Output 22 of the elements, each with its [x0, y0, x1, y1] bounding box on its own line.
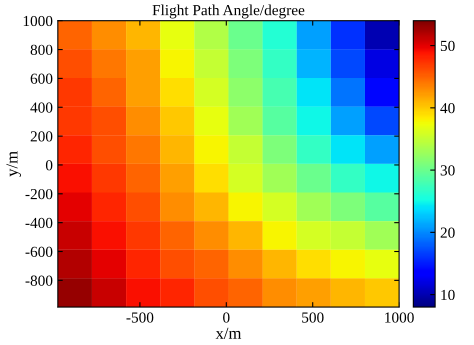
y-tick-label: 1000 — [24, 16, 52, 26]
color-bar-label: 10 — [441, 290, 455, 300]
y-tick-label: -200 — [26, 188, 52, 200]
y-axis-title: y/m — [6, 151, 22, 177]
x-tick-label: -500 — [126, 312, 154, 323]
y-tick-label: 400 — [30, 102, 52, 113]
color-bar-label: 50 — [440, 40, 455, 52]
x-tick-label: 0 — [223, 312, 230, 323]
y-tick-label: 0 — [46, 160, 52, 170]
y-tick-label: 800 — [30, 44, 52, 55]
color-bar-label: 30 — [440, 165, 455, 176]
x-tick-label: 500 — [302, 312, 324, 323]
y-tick-label: 600 — [30, 74, 52, 84]
y-tick-label: -600 — [26, 246, 52, 257]
y-tick-label: -400 — [26, 218, 52, 228]
y-tick-label: 200 — [30, 131, 52, 142]
color-bar-label: 40 — [440, 102, 455, 114]
chart-title: Flight Path Angle/degree — [152, 4, 304, 18]
x-tick-label: 1000 — [385, 312, 414, 323]
y-tick-label: -800 — [26, 276, 52, 286]
x-axis-title: x/m — [216, 328, 242, 339]
color-bar-label: 20 — [440, 227, 455, 238]
